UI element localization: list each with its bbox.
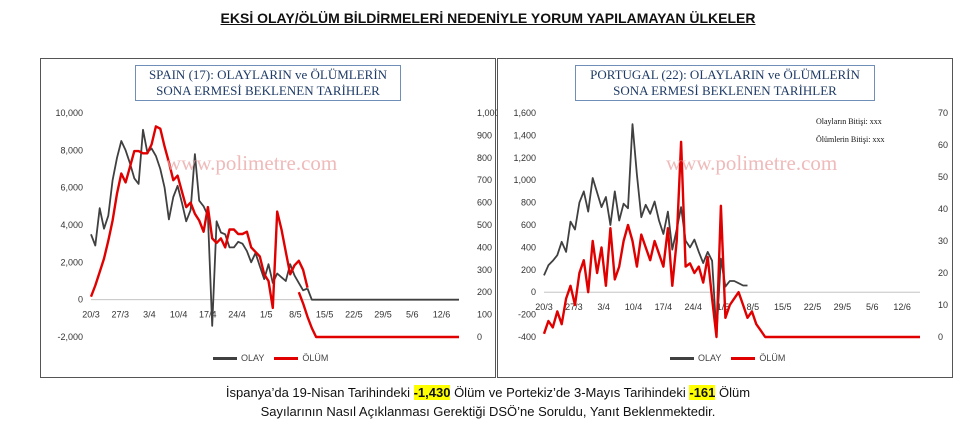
spain-title-line1: SPAIN (17): OLAYLARIN ve ÖLÜMLERİN	[148, 67, 388, 82]
portugal-death-value: -161	[689, 385, 716, 400]
spain-x-tick: 22/5	[345, 310, 363, 320]
spain-x-tick: 5/6	[406, 310, 419, 320]
portugal-y-left-tick: 400	[521, 242, 536, 252]
spain-y-right-tick: 700	[477, 175, 492, 185]
portugal-y-left-tick: -200	[518, 310, 536, 320]
spain-y-left-tick: 6,000	[60, 183, 83, 193]
spain-y-right-tick: 800	[477, 153, 492, 163]
portugal-y-left-tick: 800	[521, 198, 536, 208]
portugal-annotation-olum: Ölümlerin Bitişi: xxx	[816, 135, 885, 144]
portugal-legend-olum: ÖLÜM	[731, 353, 785, 363]
portugal-y-right-tick: 50	[938, 172, 948, 182]
spain-x-tick: 24/4	[228, 310, 246, 320]
portugal-y-right-tick: 70	[938, 108, 948, 118]
portugal-y-right-tick: 0	[938, 332, 943, 342]
spain-series-olum-trend	[297, 291, 459, 339]
portugal-y-right-tick: 20	[938, 268, 948, 278]
spain-death-value: -1,430	[413, 385, 451, 400]
portugal-y-left-tick: 1,400	[513, 130, 536, 140]
spain-y-right-tick: 100	[477, 310, 492, 320]
portugal-y-left-tick: 1,000	[513, 175, 536, 185]
portugal-x-tick: 3/4	[597, 302, 610, 312]
spain-series-olay	[90, 128, 308, 327]
page-title: EKSİ OLAY/ÖLÜM BİLDİRMELERİ NEDENİYLE YO…	[220, 10, 756, 26]
portugal-x-tick: 5/6	[866, 302, 879, 312]
spain-y-right-tick: 0	[477, 332, 482, 342]
portugal-title-line2: SONA ERMESİ BEKLENEN TARİHLER	[613, 83, 837, 98]
portugal-watermark: www.polimetre.com	[666, 151, 838, 175]
spain-legend-olum: ÖLÜM	[274, 353, 328, 363]
spain-series-olay-trend	[306, 288, 459, 301]
spain-y-right-tick: 1,000	[477, 108, 500, 118]
portugal-y-left-tick: 600	[521, 220, 536, 230]
spain-y-right-tick: 300	[477, 265, 492, 275]
portugal-series-olay	[543, 123, 748, 336]
spain-x-tick: 20/3	[82, 310, 100, 320]
spain-watermark: www.polimetre.com	[166, 151, 338, 175]
portugal-x-tick: 22/5	[804, 302, 822, 312]
spain-y-right-tick: 900	[477, 130, 492, 140]
portugal-x-tick: 27/3	[565, 302, 583, 312]
portugal-x-tick: 10/4	[625, 302, 643, 312]
portugal-y-left-tick: 1,200	[513, 153, 536, 163]
spain-x-tick: 10/4	[170, 310, 188, 320]
spain-x-tick: 15/5	[316, 310, 334, 320]
portugal-x-tick: 29/5	[834, 302, 852, 312]
portugal-chart-panel: -400 -200 0 200 400 600 800 1,000 1,200 1,400 1,60…	[497, 58, 953, 378]
footer-line2: Sayılarının Nasıl Açıklanması Gerektiği …	[260, 404, 716, 419]
portugal-y-right-tick: 60	[938, 140, 948, 150]
portugal-series-olum	[542, 140, 920, 339]
portugal-annotation-olay: Olayların Bitişi: xxx	[816, 117, 882, 126]
spain-y-left-tick: 4,000	[60, 220, 83, 230]
spain-legend-olay: OLAY	[213, 353, 264, 363]
spain-chart: -2,000 0 2,000 4,000 6,000 8,000 10,000 0 100 200…	[55, 108, 499, 342]
portugal-x-tick: 15/5	[774, 302, 792, 312]
spain-y-right-tick: 600	[477, 198, 492, 208]
spain-y-right-tick: 200	[477, 287, 492, 297]
portugal-y-right-tick: 10	[938, 300, 948, 310]
portugal-chart-title: PORTUGAL (22): OLAYLARIN ve ÖLÜMLERİN SO…	[575, 65, 875, 101]
portugal-legend-olay: OLAY	[670, 353, 721, 363]
portugal-y-left-tick: 0	[531, 287, 536, 297]
spain-y-left-tick: -2,000	[57, 332, 83, 342]
portugal-x-tick: 1/5	[717, 302, 730, 312]
footer-line1: İspanya’da 19-Nisan Tarihindeki -1,430 Ö…	[225, 385, 751, 400]
portugal-y-left-tick: -400	[518, 332, 536, 342]
footer-note: İspanya’da 19-Nisan Tarihindeki -1,430 Ö…	[0, 383, 976, 421]
spain-series-olum	[89, 125, 309, 310]
portugal-title-line1: PORTUGAL (22): OLAYLARIN ve ÖLÜMLERİN	[590, 67, 860, 82]
portugal-x-tick: 12/6	[893, 302, 911, 312]
portugal-y-right-tick: 40	[938, 204, 948, 214]
spain-y-left-tick: 10,000	[55, 108, 83, 118]
portugal-y-right-tick: 30	[938, 236, 948, 246]
spain-y-right-tick: 400	[477, 242, 492, 252]
spain-x-tick: 12/6	[433, 310, 451, 320]
spain-title-line2: SONA ERMESİ BEKLENEN TARİHLER	[156, 83, 380, 98]
portugal-y-left-tick: 200	[521, 265, 536, 275]
portugal-chart: -400-20002004006008001,0001,2001,4001,60…	[513, 108, 948, 342]
spain-chart-panel: -2,000 0 2,000 4,000 6,000 8,000 10,000 0 100 200…	[40, 58, 500, 378]
spain-x-tick: 29/5	[374, 310, 392, 320]
spain-x-tick: 27/3	[111, 310, 129, 320]
portugal-legend: OLAY ÖLÜM	[670, 353, 785, 363]
spain-x-tick: 8/5	[289, 310, 302, 320]
spain-y-left-tick: 0	[78, 295, 83, 305]
portugal-x-tick: 8/5	[747, 302, 760, 312]
portugal-x-tick: 17/4	[655, 302, 673, 312]
spain-x-tick: 1/5	[260, 310, 273, 320]
portugal-y-left-tick: 1,600	[513, 108, 536, 118]
spain-x-tick: 17/4	[199, 310, 217, 320]
portugal-x-tick: 20/3	[535, 302, 553, 312]
spain-y-left-tick: 2,000	[60, 257, 83, 267]
spain-x-tick: 3/4	[143, 310, 156, 320]
portugal-x-tick: 24/4	[684, 302, 702, 312]
spain-legend: OLAY ÖLÜM	[213, 353, 328, 363]
spain-chart-title: SPAIN (17): OLAYLARIN ve ÖLÜMLERİN SONA …	[135, 65, 401, 101]
spain-y-right-tick: 500	[477, 220, 492, 230]
spain-y-left-tick: 8,000	[60, 145, 83, 155]
